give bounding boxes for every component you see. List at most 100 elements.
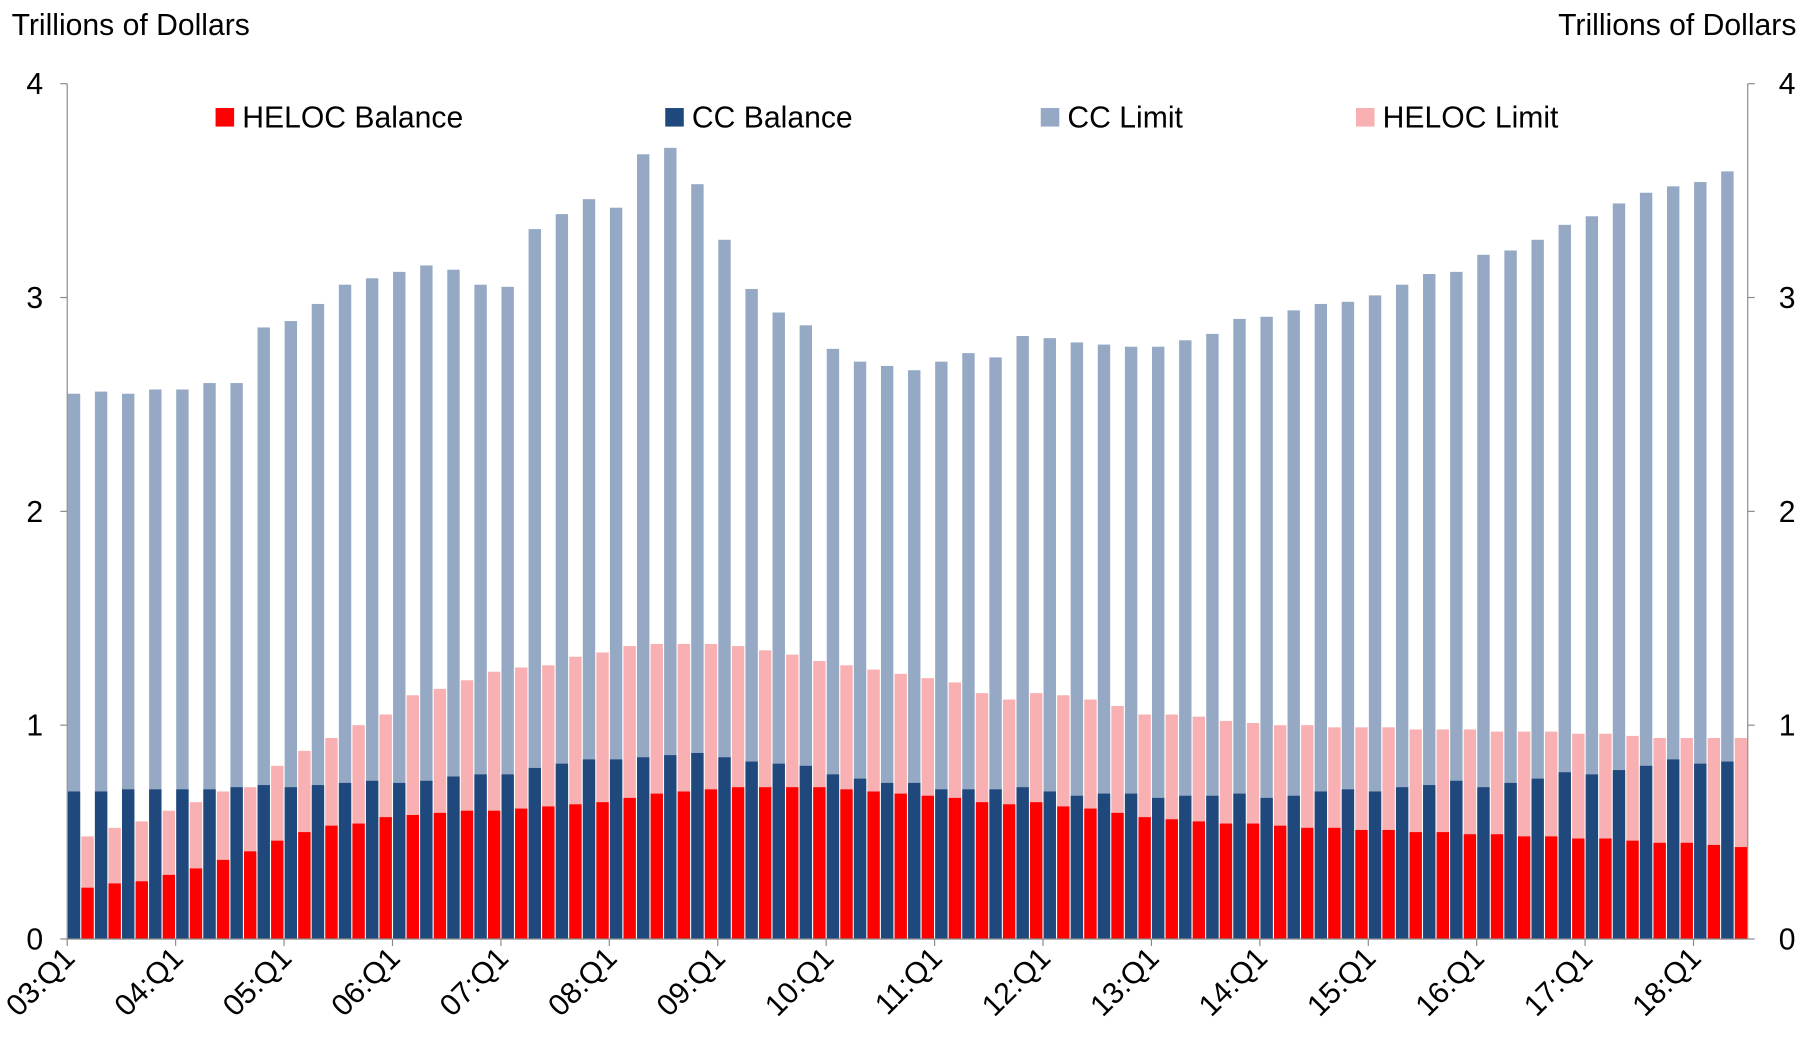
bar xyxy=(311,785,325,940)
bar xyxy=(637,154,650,940)
bar xyxy=(1666,186,1680,940)
bar xyxy=(1287,795,1300,940)
bar xyxy=(420,265,433,940)
bar xyxy=(1450,780,1463,940)
bar xyxy=(135,881,148,940)
bar xyxy=(298,832,311,940)
x-tick-label: 18:Q1 xyxy=(1626,941,1707,1022)
bar xyxy=(243,851,257,940)
bar xyxy=(758,787,772,940)
bar xyxy=(365,278,379,940)
bar xyxy=(1585,774,1599,940)
legend-swatch xyxy=(215,108,235,127)
bar xyxy=(1355,829,1368,940)
y-tick-label: 1 xyxy=(26,710,43,743)
bar xyxy=(867,791,880,940)
bar xyxy=(1694,182,1707,940)
bar xyxy=(691,184,704,940)
bar xyxy=(284,787,298,940)
bar xyxy=(176,789,189,940)
bar xyxy=(1545,836,1558,940)
bar xyxy=(731,787,745,940)
bar xyxy=(1192,821,1206,940)
bar xyxy=(379,817,392,940)
bar xyxy=(1260,797,1273,940)
bar xyxy=(352,823,365,940)
legend-swatch xyxy=(665,108,684,127)
bar xyxy=(257,785,270,940)
bar xyxy=(1057,806,1070,940)
bar xyxy=(1585,216,1599,940)
bar xyxy=(908,782,921,940)
bar xyxy=(1206,333,1219,940)
bar xyxy=(826,774,840,940)
x-tick-label: 08:Q1 xyxy=(542,941,623,1022)
y2-tick-label: 1 xyxy=(1779,710,1796,743)
bar xyxy=(1504,782,1517,940)
bar xyxy=(1314,791,1328,940)
bar xyxy=(271,840,284,940)
bar xyxy=(94,791,108,940)
bar xyxy=(67,791,81,940)
bar xyxy=(1260,316,1273,940)
bar xyxy=(149,789,162,940)
bar xyxy=(1179,795,1192,940)
x-tick-label: 11:Q1 xyxy=(869,941,949,1021)
bar xyxy=(311,303,325,940)
y2-tick-label: 0 xyxy=(1779,923,1796,956)
bar xyxy=(447,776,460,940)
bar xyxy=(1233,793,1246,940)
bar xyxy=(1219,823,1233,940)
bar xyxy=(1558,772,1571,940)
bar xyxy=(840,789,853,940)
bar xyxy=(1423,274,1436,940)
bar xyxy=(1111,812,1124,940)
bar xyxy=(474,774,487,940)
bar xyxy=(189,868,203,940)
bar xyxy=(365,780,379,940)
bar xyxy=(1124,793,1138,940)
bar xyxy=(515,808,528,940)
x-tick-label: 04:Q1 xyxy=(108,941,189,1022)
y2-tick-label: 4 xyxy=(1779,68,1796,101)
x-tick-label: 16:Q1 xyxy=(1410,941,1491,1022)
bar xyxy=(338,782,352,940)
bar xyxy=(962,789,975,940)
bar xyxy=(745,761,758,940)
bar xyxy=(1287,310,1300,940)
bar xyxy=(1504,250,1517,940)
bar xyxy=(1490,834,1504,940)
bar xyxy=(1002,804,1016,940)
x-tick-label: 06:Q1 xyxy=(325,941,406,1022)
bar xyxy=(406,814,420,940)
bar xyxy=(501,774,514,940)
bar xyxy=(853,778,867,940)
bar xyxy=(1477,787,1490,940)
bar xyxy=(1301,827,1314,940)
bar xyxy=(1707,844,1721,940)
bar xyxy=(81,887,94,940)
bar xyxy=(1734,847,1748,940)
bar xyxy=(569,804,582,940)
bar xyxy=(921,795,935,940)
bar xyxy=(555,763,569,940)
bar xyxy=(1165,819,1178,940)
bar xyxy=(1341,301,1355,940)
bar xyxy=(162,874,176,940)
bar xyxy=(1070,342,1084,940)
bar xyxy=(460,810,474,940)
x-tick-label: 07:Q1 xyxy=(434,941,515,1022)
bar xyxy=(1639,192,1653,940)
bar xyxy=(799,765,813,940)
bar xyxy=(1368,791,1382,940)
bar xyxy=(1152,346,1165,940)
bar xyxy=(555,214,569,940)
bar xyxy=(786,787,799,940)
x-tick-label: 14:Q1 xyxy=(1193,941,1274,1022)
bar xyxy=(1694,763,1707,940)
bar xyxy=(1531,239,1544,940)
bar xyxy=(447,269,460,940)
bar xyxy=(664,147,677,940)
bar xyxy=(1395,284,1409,940)
